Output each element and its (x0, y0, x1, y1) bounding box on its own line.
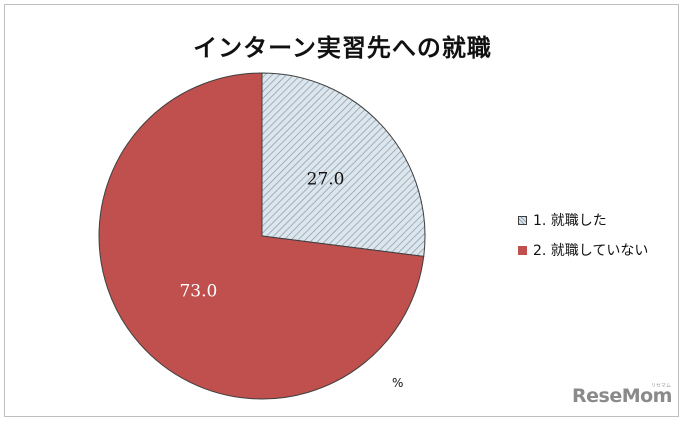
legend-swatch-not-employed (518, 245, 527, 255)
pie-label-not-employed: 73.0 (179, 282, 217, 302)
legend: 1. 就職した 2. 就職していない (518, 210, 648, 270)
unit-label: % (392, 376, 404, 390)
legend-swatch-employed (518, 215, 527, 225)
legend-item-employed: 1. 就職した (518, 210, 648, 230)
pie-slice-employed (261, 72, 426, 257)
legend-label-employed: 1. 就職した (533, 213, 607, 229)
legend-item-not-employed: 2. 就職していない (518, 240, 648, 260)
chart-title: インターン実習先への就職 (193, 34, 492, 62)
pie-slice-not-employed (98, 72, 425, 400)
pie-label-employed: 27.0 (307, 169, 345, 189)
resemom-logo: ReseMom (572, 385, 672, 407)
resemom-logo-sub: リセマム (651, 383, 672, 389)
legend-label-not-employed: 2. 就職していない (533, 243, 649, 259)
